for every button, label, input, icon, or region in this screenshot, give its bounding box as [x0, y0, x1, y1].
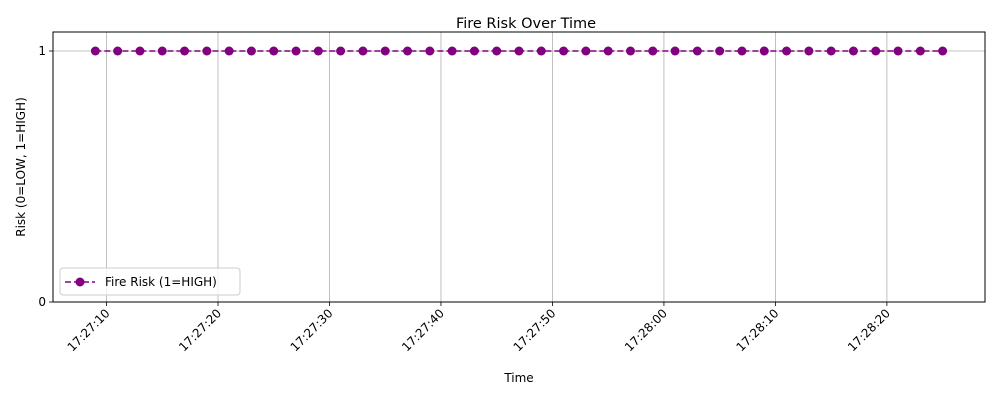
data-point	[559, 46, 569, 56]
data-point	[648, 46, 658, 56]
data-point	[336, 46, 346, 56]
plot-frame	[52, 31, 986, 303]
x-tick-label: 17:28:00	[622, 306, 670, 354]
data-point	[403, 46, 413, 56]
data-point	[269, 46, 279, 56]
series-layer	[90, 46, 948, 56]
data-point	[380, 46, 390, 56]
data-point	[692, 46, 702, 56]
data-point	[848, 46, 858, 56]
data-point	[915, 46, 925, 56]
data-point	[715, 46, 725, 56]
x-axis-label: Time	[503, 371, 533, 385]
axis-ticks: 17:27:10 17:27:20 17:27:30 17:27:40 17:27:50…	[38, 44, 893, 354]
data-point	[782, 46, 792, 56]
data-point	[492, 46, 502, 56]
x-tick-label: 17:28:20	[845, 306, 893, 354]
data-point	[759, 46, 769, 56]
data-point	[938, 46, 948, 56]
data-point	[625, 46, 635, 56]
data-point	[291, 46, 301, 56]
legend-label: Fire Risk (1=HIGH)	[105, 275, 217, 289]
data-point	[737, 46, 747, 56]
data-point	[603, 46, 613, 56]
data-point	[826, 46, 836, 56]
data-point	[313, 46, 323, 56]
legend: Fire Risk (1=HIGH)	[59, 267, 241, 296]
data-point	[893, 46, 903, 56]
x-tick-label: 17:27:10	[65, 306, 113, 354]
x-tick-label: 17:27:40	[399, 306, 447, 354]
data-point	[90, 46, 100, 56]
grid-lines	[53, 32, 985, 303]
legend-box	[59, 267, 241, 296]
data-point	[157, 46, 167, 56]
x-tick-label: 17:27:30	[288, 306, 336, 354]
data-point	[180, 46, 190, 56]
data-point	[425, 46, 435, 56]
data-point	[536, 46, 546, 56]
x-tick-label: 17:28:10	[734, 306, 782, 354]
data-point	[246, 46, 256, 56]
data-point	[871, 46, 881, 56]
data-point	[358, 46, 368, 56]
legend-marker	[75, 277, 85, 287]
x-tick-label: 17:27:20	[176, 306, 224, 354]
data-point	[113, 46, 123, 56]
x-tick-label: 17:27:50	[511, 306, 559, 354]
chart-title: Fire Risk Over Time	[456, 16, 596, 32]
data-point	[447, 46, 457, 56]
data-point	[581, 46, 591, 56]
y-tick-label: 1	[38, 44, 46, 58]
data-point	[514, 46, 524, 56]
y-tick-label: 0	[38, 295, 46, 309]
data-point	[469, 46, 479, 56]
data-point	[670, 46, 680, 56]
y-axis-label: Risk (0=LOW, 1=HIGH)	[14, 97, 28, 237]
data-point	[804, 46, 814, 56]
data-point	[224, 46, 234, 56]
data-point	[135, 46, 145, 56]
data-point	[202, 46, 212, 56]
